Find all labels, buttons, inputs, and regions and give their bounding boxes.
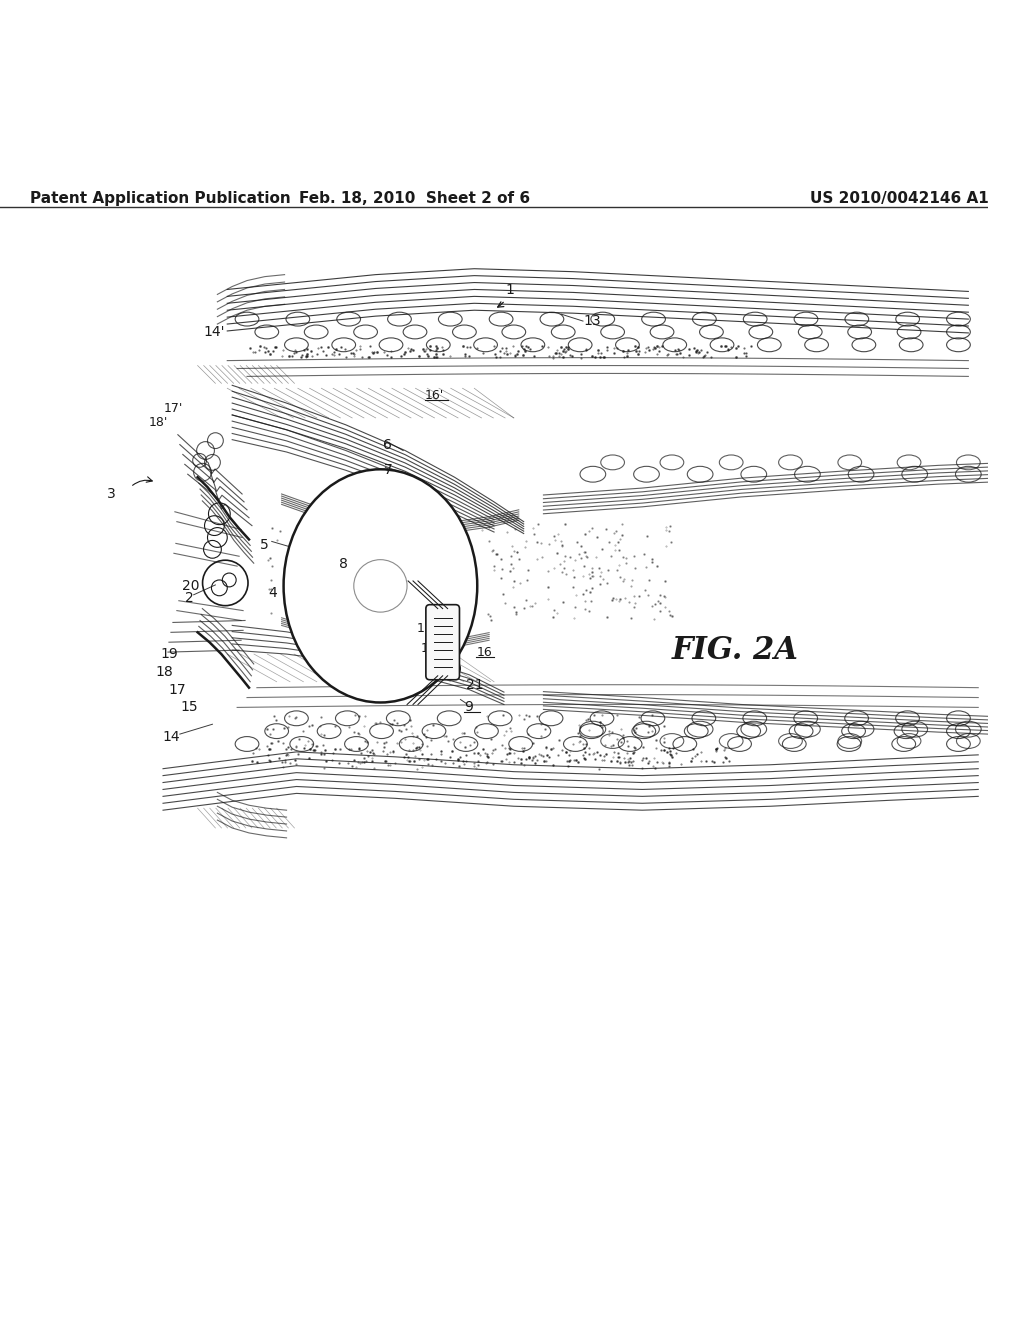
Ellipse shape: [284, 470, 477, 702]
Text: 6: 6: [383, 438, 392, 451]
Text: 16': 16': [425, 388, 444, 401]
FancyBboxPatch shape: [426, 605, 460, 680]
Text: 4: 4: [268, 586, 276, 599]
Text: 18: 18: [156, 665, 173, 678]
Text: 15: 15: [180, 701, 198, 714]
Text: 5: 5: [260, 539, 268, 552]
Text: 10: 10: [446, 664, 463, 676]
Text: 17': 17': [164, 401, 183, 414]
Text: 3: 3: [106, 487, 116, 502]
Text: 9: 9: [465, 701, 473, 714]
Text: 14': 14': [204, 325, 225, 339]
Text: 7: 7: [383, 463, 392, 478]
Text: 12: 12: [421, 642, 436, 655]
Text: 1: 1: [498, 284, 515, 308]
Text: 20: 20: [182, 579, 200, 593]
Text: Feb. 18, 2010  Sheet 2 of 6: Feb. 18, 2010 Sheet 2 of 6: [299, 190, 530, 206]
Text: 14: 14: [162, 730, 180, 744]
Text: 16: 16: [476, 645, 492, 659]
Text: 8: 8: [339, 557, 348, 572]
Text: FIG. 2A: FIG. 2A: [672, 635, 799, 665]
Text: US 2010/0042146 A1: US 2010/0042146 A1: [810, 190, 989, 206]
Text: 17: 17: [168, 682, 185, 697]
Text: 19: 19: [160, 647, 178, 661]
Text: 18': 18': [148, 416, 168, 429]
Text: Patent Application Publication: Patent Application Publication: [30, 190, 291, 206]
Text: 11: 11: [417, 622, 433, 635]
Text: 13: 13: [583, 314, 601, 329]
Text: 2: 2: [185, 591, 194, 605]
Text: 21: 21: [466, 677, 484, 692]
